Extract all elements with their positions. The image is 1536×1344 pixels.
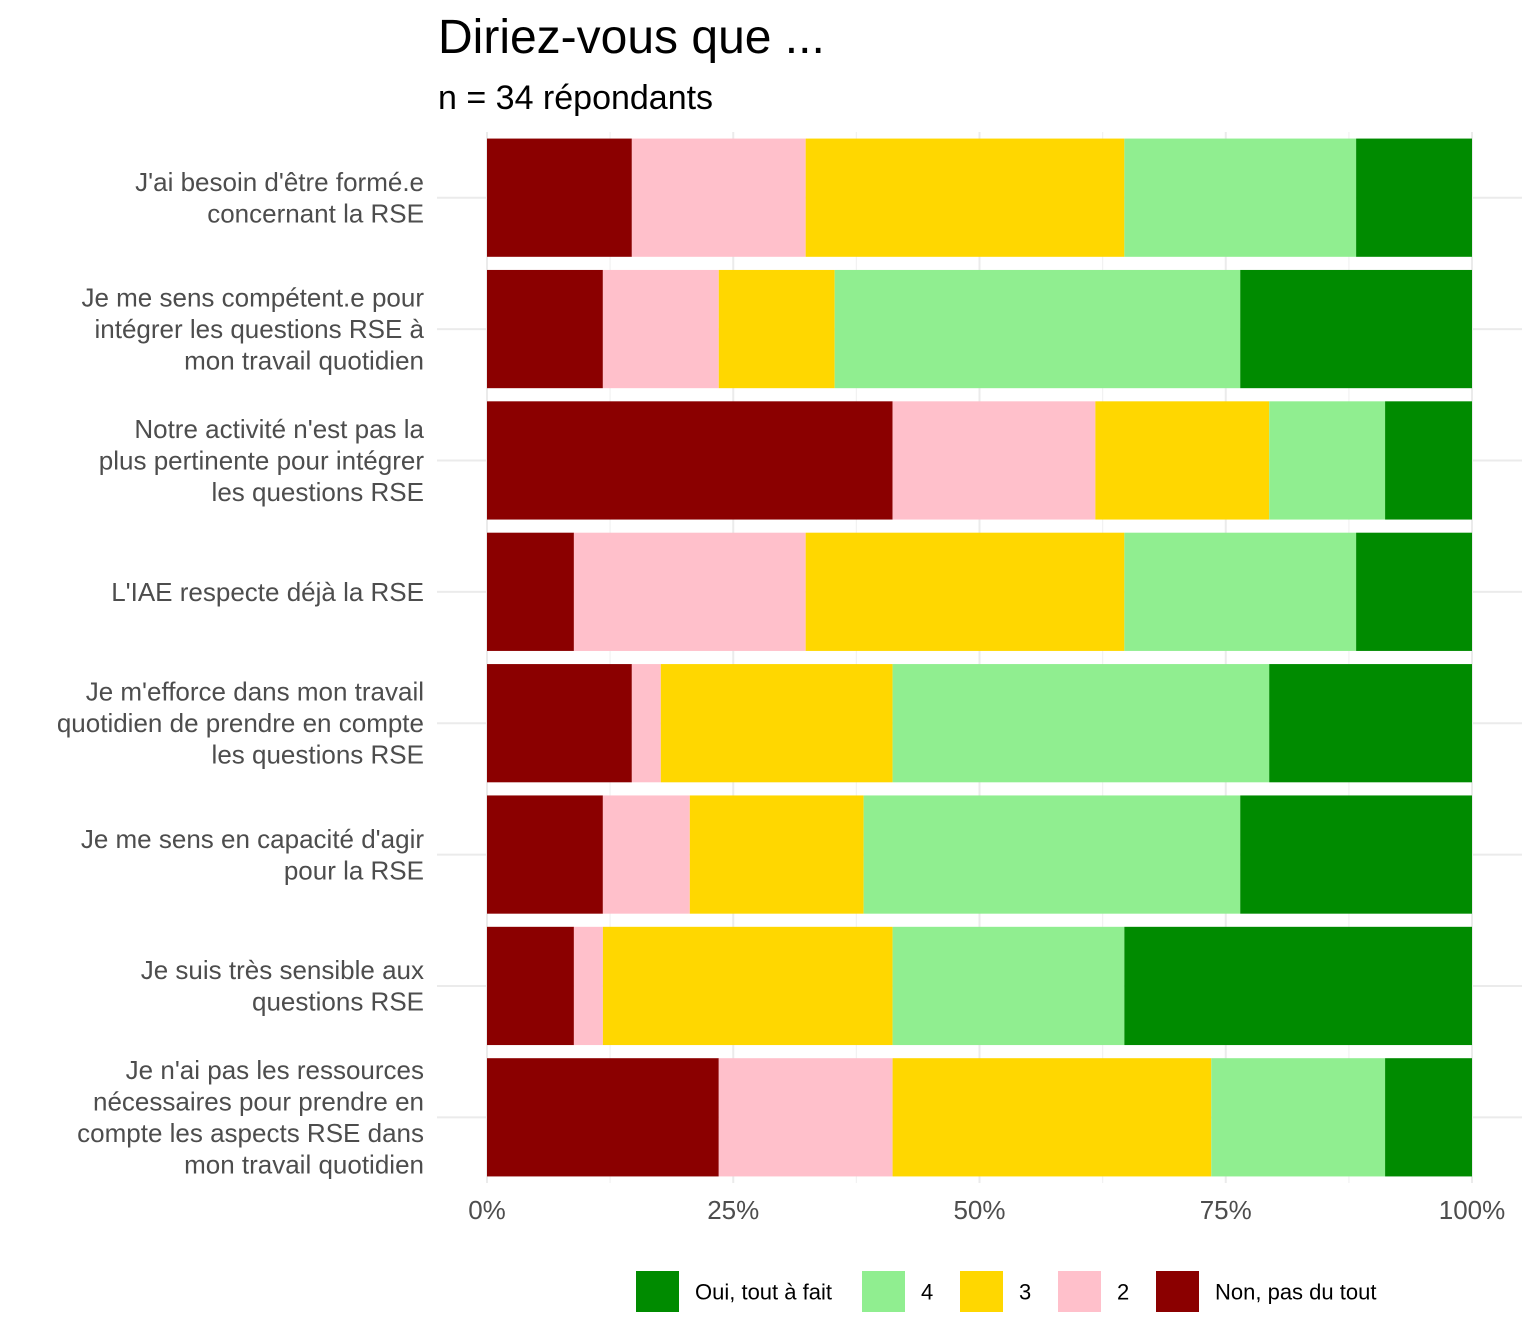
y-label-3: L'IAE respecte déjà la RSE — [111, 577, 424, 607]
bar-segment-4-3 — [892, 664, 1270, 783]
legend-key-3 — [1058, 1271, 1101, 1312]
bar-segment-5-1 — [602, 795, 690, 914]
chart-title: Diriez-vous que ... — [438, 11, 825, 64]
bar-segment-1-4 — [1240, 269, 1472, 389]
bar-segment-7-2 — [892, 1058, 1212, 1177]
bar-segment-0-1 — [631, 138, 806, 257]
y-label-7: Je n'ai pas les ressources nécessaires po… — [77, 1055, 424, 1180]
x-tick-2: 50% — [953, 1195, 1005, 1225]
x-tick-3: 75% — [1200, 1195, 1252, 1225]
bar-segment-2-0 — [487, 401, 893, 520]
legend-key-0 — [636, 1271, 679, 1312]
bar-segment-3-4 — [1356, 532, 1472, 651]
bar-segment-6-4 — [1124, 926, 1472, 1046]
y-label-1: Je me sens compétent.e pour intégrer les … — [81, 283, 424, 376]
y-label-2: Notre activité n'est pas la plus pertinen… — [99, 414, 425, 507]
legend-key-4 — [1156, 1271, 1199, 1312]
legend-key-1 — [862, 1271, 905, 1312]
bar-segment-3-0 — [487, 532, 574, 651]
bar-segment-6-3 — [892, 926, 1125, 1046]
bar-segment-3-3 — [1124, 532, 1357, 651]
bar-segment-0-3 — [1124, 138, 1357, 257]
bar-segment-4-4 — [1269, 664, 1472, 783]
x-axis-ticks: 0% 25% 50% 75% 100% — [468, 1195, 1505, 1225]
legend-label-1: 4 — [921, 1280, 933, 1305]
bar-segment-4-0 — [487, 664, 632, 783]
bar-segment-1-0 — [487, 269, 603, 389]
bar-segment-4-1 — [631, 664, 661, 783]
bar-segment-5-4 — [1240, 795, 1472, 914]
bar-segment-2-1 — [892, 401, 1096, 520]
bars — [487, 138, 1472, 1177]
bar-segment-0-2 — [805, 138, 1125, 257]
y-label-6: Je suis très sensible aux questions RSE — [141, 955, 424, 1017]
bar-segment-7-4 — [1385, 1058, 1472, 1177]
bar-segment-1-2 — [718, 269, 835, 389]
legend-label-4: Non, pas du tout — [1215, 1280, 1376, 1305]
bar-segment-1-1 — [602, 269, 719, 389]
bar-segment-3-1 — [573, 532, 806, 651]
legend-label-3: 2 — [1117, 1280, 1129, 1305]
bar-segment-2-4 — [1385, 401, 1472, 520]
x-tick-0: 0% — [468, 1195, 506, 1225]
x-tick-4: 100% — [1439, 1195, 1506, 1225]
bar-segment-3-2 — [805, 532, 1125, 651]
bar-segment-4-2 — [660, 664, 893, 783]
bar-segment-6-2 — [602, 926, 893, 1046]
bar-segment-5-2 — [689, 795, 864, 914]
bar-segment-5-0 — [487, 795, 603, 914]
bar-segment-6-0 — [487, 926, 574, 1046]
bar-segment-1-3 — [834, 269, 1241, 389]
bar-segment-6-1 — [573, 926, 603, 1046]
bar-segment-0-0 — [487, 138, 632, 257]
y-label-5: Je me sens en capacité d'agir pour la RSE — [81, 824, 424, 886]
legend: Oui, tout à fait 4 3 2 Non, pas du tout — [636, 1271, 1376, 1312]
bar-segment-2-2 — [1095, 401, 1270, 520]
y-label-4: Je m'efforce dans mon travail quotidien d… — [57, 677, 424, 770]
bar-segment-7-1 — [718, 1058, 893, 1177]
legend-label-2: 3 — [1019, 1280, 1031, 1305]
bar-segment-7-0 — [487, 1058, 719, 1177]
bar-segment-0-4 — [1356, 138, 1472, 257]
legend-key-2 — [960, 1271, 1003, 1312]
x-tick-1: 25% — [707, 1195, 759, 1225]
bar-segment-2-3 — [1269, 401, 1386, 520]
bar-segment-5-3 — [863, 795, 1241, 914]
chart-subtitle: n = 34 répondants — [438, 79, 713, 117]
y-label-0: J'ai besoin d'être formé.e concernant la … — [135, 167, 424, 229]
y-axis-labels: J'ai besoin d'être formé.e concernant la … — [57, 167, 425, 1180]
legend-label-0: Oui, tout à fait — [695, 1280, 832, 1305]
bar-segment-7-3 — [1211, 1058, 1386, 1177]
